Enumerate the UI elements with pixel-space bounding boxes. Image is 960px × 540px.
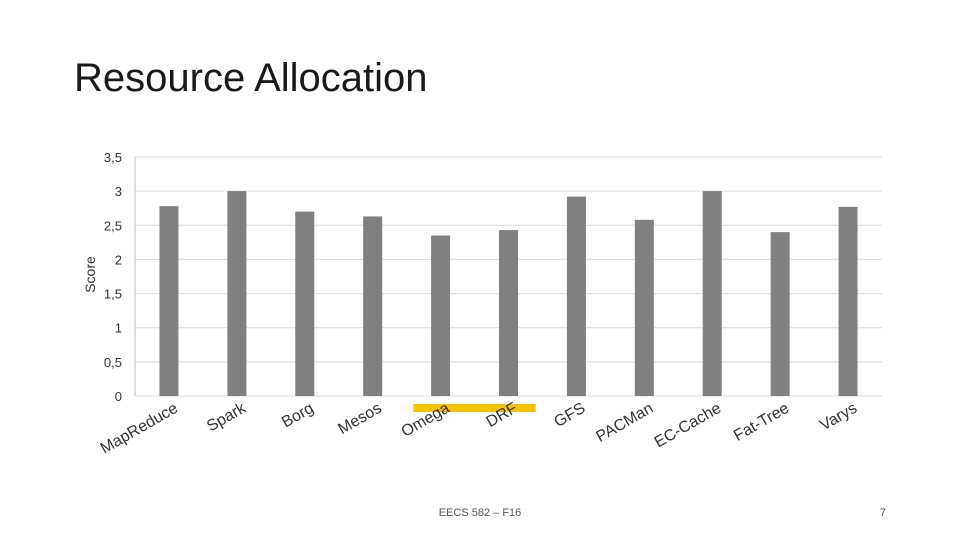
y-tick-label: 1,5 bbox=[104, 287, 122, 302]
bar bbox=[363, 216, 383, 396]
y-tick-label: 2 bbox=[115, 252, 122, 267]
x-tick-label: MapReduce bbox=[98, 400, 181, 458]
y-tick-labels: 0 0,5 1 1,5 2 2,5 3 3,5 bbox=[104, 150, 122, 404]
x-tick-label: GFS bbox=[551, 400, 588, 431]
x-tick-label: Borg bbox=[279, 400, 317, 432]
slide-title: Resource Allocation bbox=[74, 56, 428, 100]
bar bbox=[431, 235, 451, 396]
bar bbox=[634, 219, 654, 396]
footer-course: EECS 582 – F16 bbox=[438, 507, 522, 519]
x-tick-label: Fat-Tree bbox=[731, 400, 792, 445]
bar bbox=[227, 191, 247, 396]
bar bbox=[499, 230, 518, 396]
highlight-bar bbox=[413, 404, 536, 412]
bar bbox=[295, 211, 315, 396]
y-axis-title: Score bbox=[82, 256, 98, 293]
x-tick-label: EC-Cache bbox=[652, 400, 725, 452]
y-tick-label: 3,5 bbox=[104, 150, 122, 165]
x-tick-label: Varys bbox=[817, 400, 860, 435]
bar bbox=[770, 232, 790, 396]
y-tick-label: 0,5 bbox=[104, 355, 122, 370]
y-tick-label: 1 bbox=[115, 321, 122, 336]
bar bbox=[702, 191, 722, 396]
x-tick-label: PACMan bbox=[593, 400, 656, 446]
y-tick-label: 3 bbox=[115, 184, 122, 199]
y-tick-label: 2,5 bbox=[104, 218, 122, 233]
x-tick-label: Mesos bbox=[335, 400, 384, 438]
y-tick-label: 0 bbox=[115, 389, 122, 404]
bar bbox=[159, 206, 179, 396]
bar bbox=[838, 206, 858, 396]
bars bbox=[159, 191, 858, 396]
bar bbox=[566, 196, 586, 396]
page-number: 7 bbox=[879, 507, 886, 519]
x-tick-label: Spark bbox=[204, 399, 250, 435]
highlight-markers bbox=[413, 404, 536, 412]
